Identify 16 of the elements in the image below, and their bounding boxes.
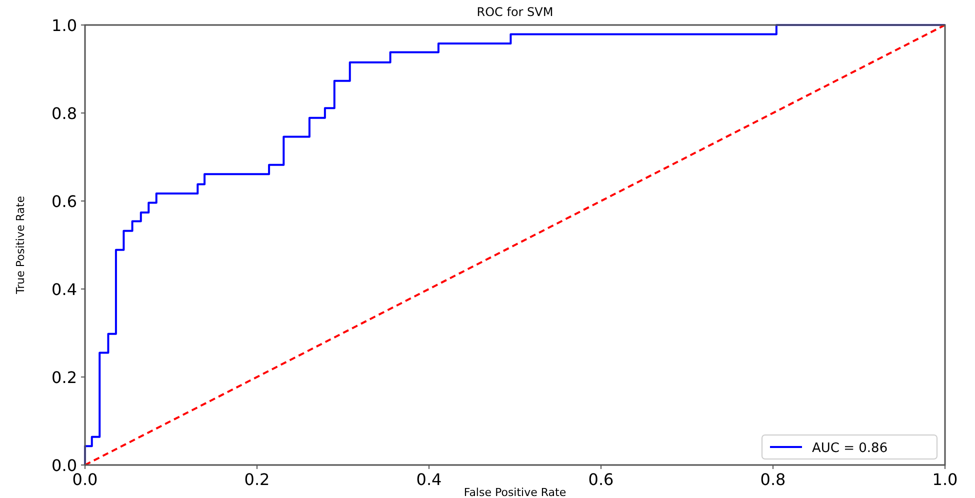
y-axis-title: True Positive Rate [14, 196, 27, 295]
chart-title: ROC for SVM [476, 5, 554, 19]
x-tick-label: 0.4 [416, 470, 442, 489]
y-tick-label: 0.4 [52, 280, 77, 299]
y-tick-label: 0.8 [52, 104, 77, 123]
x-tick-label: 0.6 [588, 470, 614, 489]
x-axis-title: False Positive Rate [464, 486, 566, 498]
x-tick-label: 0.8 [760, 470, 786, 489]
y-tick-label: 0.2 [52, 368, 77, 387]
x-tick-label: 0.0 [72, 470, 98, 489]
line-series [84, 24, 946, 466]
y-tick-label: 0.6 [52, 192, 77, 211]
x-tick-label: 1.0 [932, 470, 958, 489]
legend-label: AUC = 0.86 [812, 441, 888, 456]
x-tick-label: 0.2 [244, 470, 270, 489]
y-tick-label: 1.0 [52, 16, 77, 35]
